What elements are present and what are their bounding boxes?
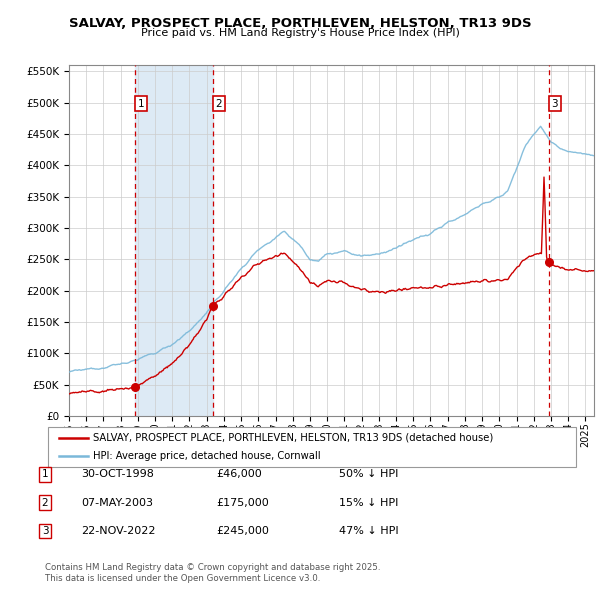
Text: 2: 2 [41, 498, 49, 507]
Text: 50% ↓ HPI: 50% ↓ HPI [339, 470, 398, 479]
Text: 1: 1 [137, 99, 144, 109]
Text: Contains HM Land Registry data © Crown copyright and database right 2025.: Contains HM Land Registry data © Crown c… [45, 563, 380, 572]
Text: £245,000: £245,000 [216, 526, 269, 536]
FancyBboxPatch shape [48, 427, 576, 467]
Text: 22-NOV-2022: 22-NOV-2022 [81, 526, 155, 536]
Text: £46,000: £46,000 [216, 470, 262, 479]
Text: 07-MAY-2003: 07-MAY-2003 [81, 498, 153, 507]
Text: HPI: Average price, detached house, Cornwall: HPI: Average price, detached house, Corn… [93, 451, 320, 461]
Text: 30-OCT-1998: 30-OCT-1998 [81, 470, 154, 479]
Text: Price paid vs. HM Land Registry's House Price Index (HPI): Price paid vs. HM Land Registry's House … [140, 28, 460, 38]
Text: 3: 3 [41, 526, 49, 536]
Text: This data is licensed under the Open Government Licence v3.0.: This data is licensed under the Open Gov… [45, 574, 320, 583]
Text: 47% ↓ HPI: 47% ↓ HPI [339, 526, 398, 536]
Text: SALVAY, PROSPECT PLACE, PORTHLEVEN, HELSTON, TR13 9DS (detached house): SALVAY, PROSPECT PLACE, PORTHLEVEN, HELS… [93, 433, 493, 443]
Text: SALVAY, PROSPECT PLACE, PORTHLEVEN, HELSTON, TR13 9DS: SALVAY, PROSPECT PLACE, PORTHLEVEN, HELS… [68, 17, 532, 30]
Text: 3: 3 [551, 99, 558, 109]
Text: 1: 1 [41, 470, 49, 479]
Bar [135, 65, 213, 416]
Text: £175,000: £175,000 [216, 498, 269, 507]
Text: 15% ↓ HPI: 15% ↓ HPI [339, 498, 398, 507]
Text: 2: 2 [215, 99, 222, 109]
